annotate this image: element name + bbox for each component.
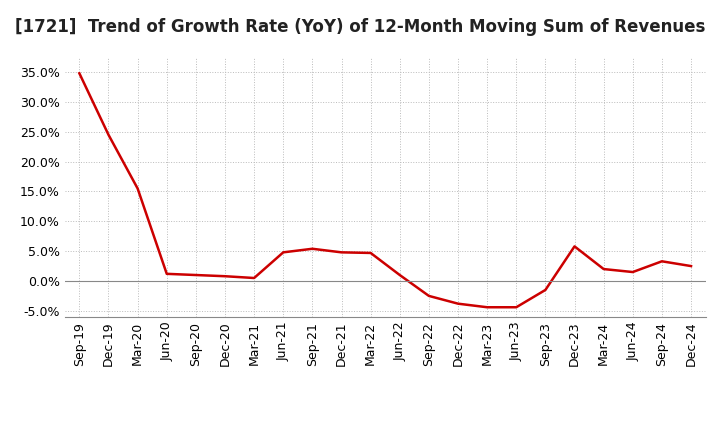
Text: [1721]  Trend of Growth Rate (YoY) of 12-Month Moving Sum of Revenues: [1721] Trend of Growth Rate (YoY) of 12-… <box>15 18 705 36</box>
